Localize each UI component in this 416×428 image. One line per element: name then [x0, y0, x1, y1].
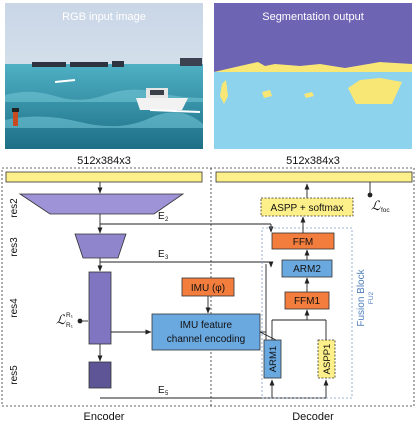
imu-encoding-line2: channel encoding: [167, 334, 245, 345]
arm1-box: [263, 339, 282, 379]
edge-e2-label: E: [158, 211, 165, 222]
outer-frame: [1, 167, 415, 407]
edge-e3-label: E: [158, 249, 165, 260]
ffm-label: FFM: [293, 237, 314, 248]
edge-e2-sub: 2: [165, 217, 169, 223]
encoder-label: Encoder: [84, 411, 125, 423]
res3-label: res3: [9, 237, 20, 257]
encoder-res3-block: [74, 233, 127, 259]
arm1-label: ARM1: [268, 346, 279, 372]
edge-e5-label: E: [158, 385, 165, 396]
focal-loss: ℒ foc: [367, 182, 390, 214]
res4-label: res4: [9, 298, 20, 318]
aspp1-label: ASPP1: [322, 344, 333, 375]
decoder-loss-subscript: foc: [381, 207, 390, 214]
edge-e3-sub: 3: [165, 255, 169, 261]
segmentation-caption: Segmentation output: [262, 11, 364, 23]
imu-label: IMU (φ): [191, 283, 225, 294]
input-dim-label: 512x384x3: [77, 155, 131, 167]
imu-encoding-line1: IMU feature: [180, 320, 233, 331]
fusion-block-frame: [261, 227, 353, 399]
aspp1-box: [317, 339, 336, 379]
skip-connections: E 2 E 3 E 5: [100, 211, 329, 399]
decoder-loss-symbol: ℒ: [371, 198, 381, 213]
decoder-label: Decoder: [292, 411, 334, 423]
encoder-loss-subscript: R₁: [66, 322, 74, 329]
res2-label: res2: [9, 198, 20, 218]
output-dim-label: 512x384x3: [286, 155, 340, 167]
segmentation-output-image: Segmentation output: [214, 3, 412, 149]
edge-e5-sub: 5: [165, 391, 169, 397]
aspp-softmax-label: ASPP + softmax: [271, 203, 344, 214]
encoder-res5-block: [88, 361, 112, 389]
encoder-loss-symbol: ℒ: [56, 312, 66, 327]
arm2-label: ARM2: [293, 264, 321, 275]
encoder-res4-block: [88, 271, 112, 345]
fusion-block-sub: FU2: [368, 291, 375, 304]
ffm1-label: FFM1: [294, 296, 321, 307]
input-feature-bar: [5, 171, 203, 183]
encoder-aux-loss: ℒ R₁ R₁: [56, 312, 88, 329]
fusion-block-label: Fusion Block: [356, 268, 367, 326]
imu-branch: IMU (φ) IMU feature channel encoding: [111, 264, 277, 351]
decoder: ASPP + softmax Fusion Block FU2 FFM ARM2…: [260, 182, 390, 399]
rgb-input-image: RGB input image: [5, 3, 203, 149]
encoder: res2 res3 res4 res5 ℒ R₁ R₁: [9, 182, 185, 389]
imu-encoding-box: [151, 313, 261, 351]
output-feature-bar: [215, 171, 413, 183]
rgb-input-caption: RGB input image: [62, 11, 146, 23]
encoder-loss-superscript: R₁: [66, 312, 74, 319]
res5-label: res5: [9, 365, 20, 385]
encoder-res2-block: [18, 193, 185, 215]
